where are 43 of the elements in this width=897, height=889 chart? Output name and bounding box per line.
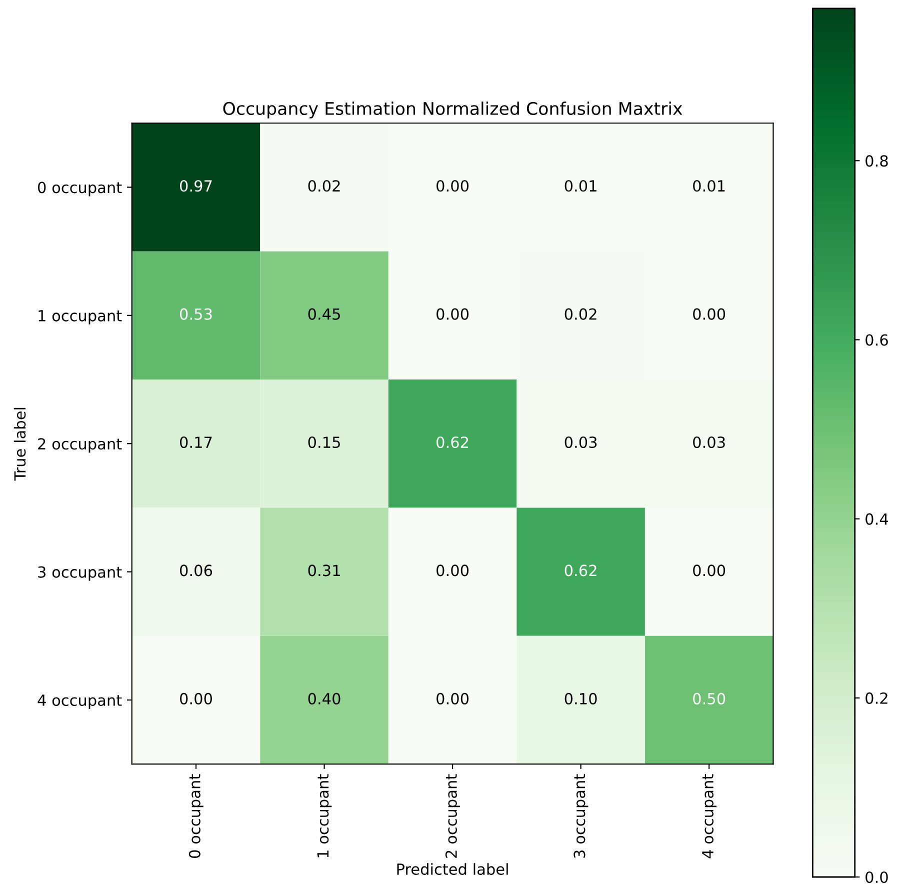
data-label: 0.10 [564, 692, 597, 704]
data-label: 0.03 [693, 436, 725, 448]
data-label: 0.62 [436, 436, 468, 448]
x-tick-label: 3 occupant [574, 774, 588, 858]
color-bar-label: 0.8 [866, 155, 888, 167]
color-bar-label: 0.2 [866, 692, 888, 704]
data-label: 0.00 [436, 564, 469, 576]
data-label: 0.00 [693, 564, 726, 576]
data-label: 0.00 [436, 692, 469, 704]
data-label: 0.00 [180, 692, 212, 704]
x-axis-title: Predicted label [397, 863, 508, 875]
x-tick-label: 2 occupant [445, 774, 460, 858]
data-label: 0.17 [180, 436, 212, 448]
color-bar-label: 0.6 [866, 334, 888, 346]
data-label: 0.97 [180, 180, 212, 192]
x-tick-label: 0 occupant [188, 774, 204, 858]
data-label: 0.01 [564, 180, 596, 192]
data-label: 0.02 [564, 308, 596, 320]
data-label: 0.50 [693, 692, 726, 704]
y-tick-label: 4 occupant [38, 694, 122, 709]
y-axis-title: True label [14, 408, 26, 481]
chart-title: Occupancy Estimation Normalized Confusion Maxtrix [223, 102, 682, 118]
data-label: 0.02 [308, 180, 340, 192]
data-label: 0.03 [564, 436, 597, 448]
color-bar-label: 0.0 [866, 871, 888, 884]
y-tick-label: 3 occupant [38, 566, 122, 581]
y-tick-label: 1 occupant [38, 310, 122, 324]
data-label: 0.53 [180, 308, 212, 320]
x-tick-label: 4 occupant [702, 774, 716, 858]
data-label: 0.31 [308, 564, 340, 576]
data-label: 0.00 [436, 308, 469, 320]
data-label: 0.06 [180, 564, 212, 576]
data-label: 0.45 [308, 308, 340, 320]
color-bar-label: 0.4 [866, 513, 888, 525]
y-tick-label: 0 occupant [38, 182, 122, 196]
data-label: 0.00 [436, 180, 469, 192]
data-label: 0.15 [308, 436, 340, 448]
data-label: 0.01 [693, 180, 725, 192]
x-tick-label: 1 occupant [317, 774, 332, 858]
data-label: 0.40 [308, 692, 340, 704]
data-label: 0.62 [564, 564, 596, 576]
data-label: 0.00 [693, 308, 726, 320]
y-tick-label: 2 occupant [38, 438, 122, 453]
